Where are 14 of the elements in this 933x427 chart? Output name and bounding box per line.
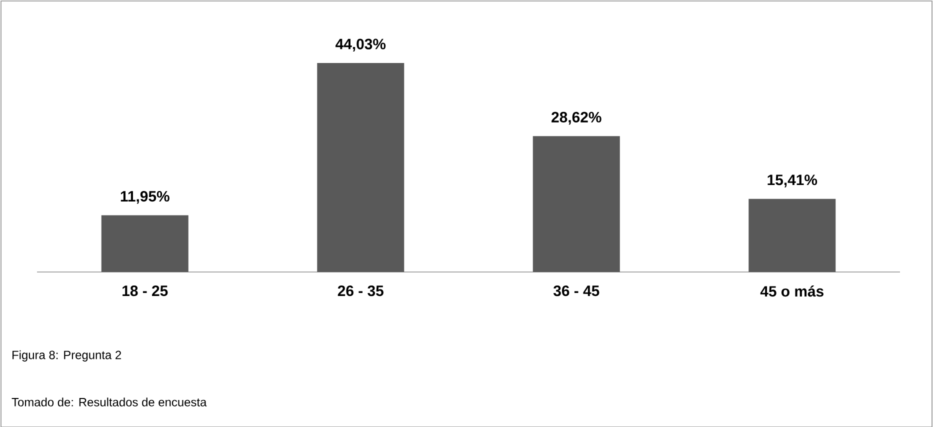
data-label: 44,03%	[336, 38, 386, 52]
x-tick-label: 45 o más	[760, 285, 824, 296]
data-label: 28,62%	[552, 112, 602, 124]
bar	[317, 62, 404, 272]
bar	[748, 198, 836, 272]
bar	[101, 215, 188, 272]
x-tick-label: 18 - 25	[122, 285, 168, 296]
data-label: 15,41%	[768, 174, 818, 188]
text: Tomado de: Resultados de encuesta	[12, 397, 207, 406]
data-label: 11,95%	[120, 190, 170, 204]
x-tick-label: 26 - 35	[338, 285, 384, 296]
bar	[532, 136, 620, 272]
text: Figura 8: Pregunta 2	[12, 350, 122, 362]
x-tick-label: 36 - 45	[553, 285, 600, 296]
